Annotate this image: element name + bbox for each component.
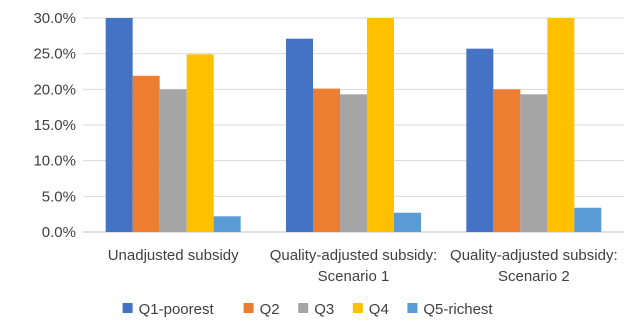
- bar: [159, 89, 187, 232]
- bar: [186, 54, 214, 232]
- bar: [367, 18, 394, 232]
- x-category-label: Scenario 1: [318, 268, 390, 285]
- legend-label: Q1-poorest: [139, 301, 215, 318]
- bar: [574, 207, 602, 232]
- bar: [340, 94, 367, 233]
- legend: Q1-poorest Q2 Q3 Q4 Q5-richest: [122, 301, 493, 318]
- bar: [286, 38, 313, 232]
- legend-label: Q2: [260, 301, 280, 318]
- legend-label: Q5-richest: [423, 301, 493, 318]
- legend-swatch: [352, 303, 363, 313]
- x-axis-labels: Unadjusted subsidy Quality-adjusted subsi…: [108, 247, 618, 285]
- bar: [213, 216, 241, 232]
- bar: [520, 94, 548, 233]
- legend-swatch: [122, 303, 133, 313]
- y-tick-label: 10.0%: [33, 153, 76, 170]
- legend-label: Q3: [314, 301, 334, 318]
- y-tick-label: 30.0%: [33, 10, 76, 27]
- y-tick-label: 5.0%: [42, 188, 76, 205]
- legend-label: Q4: [369, 301, 389, 318]
- x-category-label: Scenario 2: [498, 268, 570, 285]
- legend-swatch: [407, 303, 418, 313]
- bar: [547, 18, 575, 232]
- y-tick-label: 20.0%: [33, 81, 76, 98]
- bar: [394, 212, 421, 232]
- x-category-label: Quality-adjusted subsidy:: [270, 247, 438, 264]
- bar: [493, 89, 521, 232]
- y-tick-label: 25.0%: [33, 46, 76, 63]
- legend-swatch: [243, 303, 254, 313]
- y-tick-label: 0.0%: [42, 224, 76, 241]
- bars: [105, 18, 602, 233]
- bar: [132, 75, 160, 232]
- y-tick-label: 15.0%: [33, 117, 76, 134]
- legend-swatch: [298, 303, 309, 313]
- bar: [466, 48, 494, 232]
- bar: [105, 18, 133, 232]
- x-category-label: Unadjusted subsidy: [108, 247, 239, 264]
- y-axis-ticks: 0.0% 5.0% 10.0% 15.0% 20.0% 25.0% 30.0%: [33, 10, 76, 241]
- x-category-label: Quality-adjusted subsidy:: [450, 247, 618, 264]
- bar: [313, 88, 340, 233]
